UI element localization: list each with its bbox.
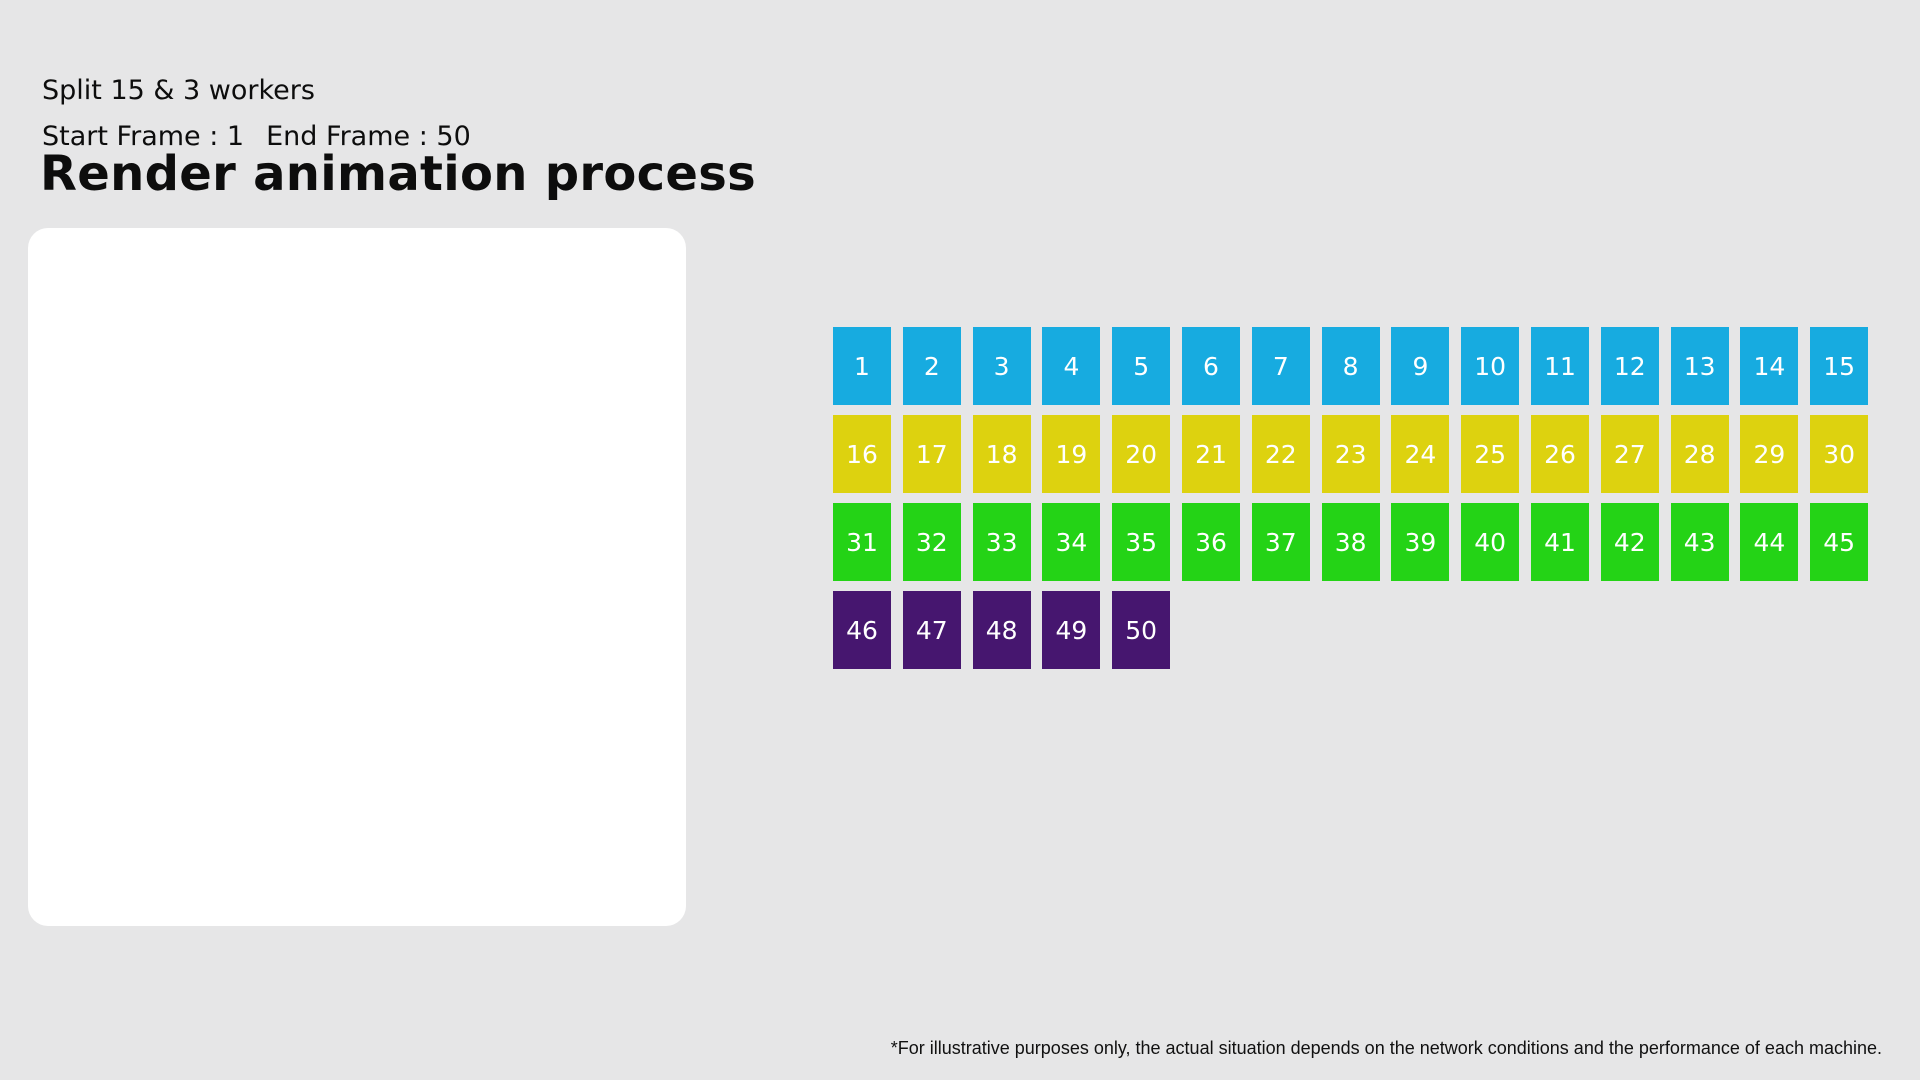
frame-tile-13: 13: [1670, 327, 1729, 405]
frame-tile-45: 45: [1810, 503, 1869, 581]
frame-tile-14: 14: [1740, 327, 1799, 405]
frame-tile-23: 23: [1321, 415, 1380, 493]
frame-tile-42: 42: [1600, 503, 1659, 581]
frame-tile-46: 46: [833, 591, 891, 669]
frame-tile-15: 15: [1810, 327, 1869, 405]
frame-tile-36: 36: [1182, 503, 1240, 581]
frame-tile-18: 18: [972, 415, 1031, 493]
start-frame-label: Start Frame : 1: [42, 121, 245, 152]
frame-tile-50: 50: [1112, 591, 1171, 669]
frame-tile-11: 11: [1531, 327, 1589, 405]
frame-tile-33: 33: [972, 503, 1031, 581]
frame-tile-39: 39: [1391, 503, 1450, 581]
render-preview-panel: [28, 228, 686, 926]
frame-tile-22: 22: [1251, 415, 1310, 493]
footnote: *For illustrative purposes only, the act…: [890, 1038, 1882, 1058]
frame-tile-49: 49: [1042, 591, 1101, 669]
frame-tile-27: 27: [1600, 415, 1659, 493]
frame-tile-48: 48: [972, 591, 1031, 669]
frame-tile-38: 38: [1321, 503, 1380, 581]
frame-tile-31: 31: [833, 503, 891, 581]
frame-tile-43: 43: [1670, 503, 1729, 581]
frame-tile-35: 35: [1112, 503, 1171, 581]
frame-tile-26: 26: [1531, 415, 1589, 493]
frame-range: Start Frame : 1 End Frame : 50: [42, 120, 471, 154]
page-title: Render animation process: [40, 146, 757, 202]
frame-tile-30: 30: [1810, 415, 1869, 493]
frame-tile-41: 41: [1531, 503, 1589, 581]
frame-tile-12: 12: [1600, 327, 1659, 405]
frame-tile-32: 32: [902, 503, 961, 581]
frame-tile-16: 16: [833, 415, 891, 493]
frame-tile-4: 4: [1042, 327, 1101, 405]
frame-tile-8: 8: [1321, 327, 1380, 405]
frame-tile-6: 6: [1182, 327, 1240, 405]
end-frame-label: End Frame : 50: [266, 121, 471, 152]
frame-tile-24: 24: [1391, 415, 1450, 493]
frame-tile-28: 28: [1670, 415, 1729, 493]
frame-tile-29: 29: [1740, 415, 1799, 493]
frame-tile-5: 5: [1112, 327, 1171, 405]
frame-tile-34: 34: [1042, 503, 1101, 581]
frame-tile-21: 21: [1182, 415, 1240, 493]
frame-tile-9: 9: [1391, 327, 1450, 405]
frame-tile-2: 2: [902, 327, 961, 405]
subtitle: Split 15 & 3 workers: [42, 75, 315, 106]
frame-tile-25: 25: [1461, 415, 1520, 493]
frame-tile-40: 40: [1461, 503, 1520, 581]
frame-tile-37: 37: [1251, 503, 1310, 581]
frame-tile-17: 17: [902, 415, 961, 493]
frame-tile-7: 7: [1251, 327, 1310, 405]
frame-tile-47: 47: [902, 591, 961, 669]
frame-grid: 1 2 3 4 5 6 7 8 9 10 11 12 13 14 15 16 17 18 19 20 21 22 23 24 2…: [833, 327, 1873, 671]
frame-tile-10: 10: [1461, 327, 1520, 405]
frame-tile-20: 20: [1112, 415, 1171, 493]
frame-tile-44: 44: [1740, 503, 1799, 581]
frame-tile-1: 1: [833, 327, 891, 405]
frame-tile-19: 19: [1042, 415, 1101, 493]
frame-tile-3: 3: [972, 327, 1031, 405]
